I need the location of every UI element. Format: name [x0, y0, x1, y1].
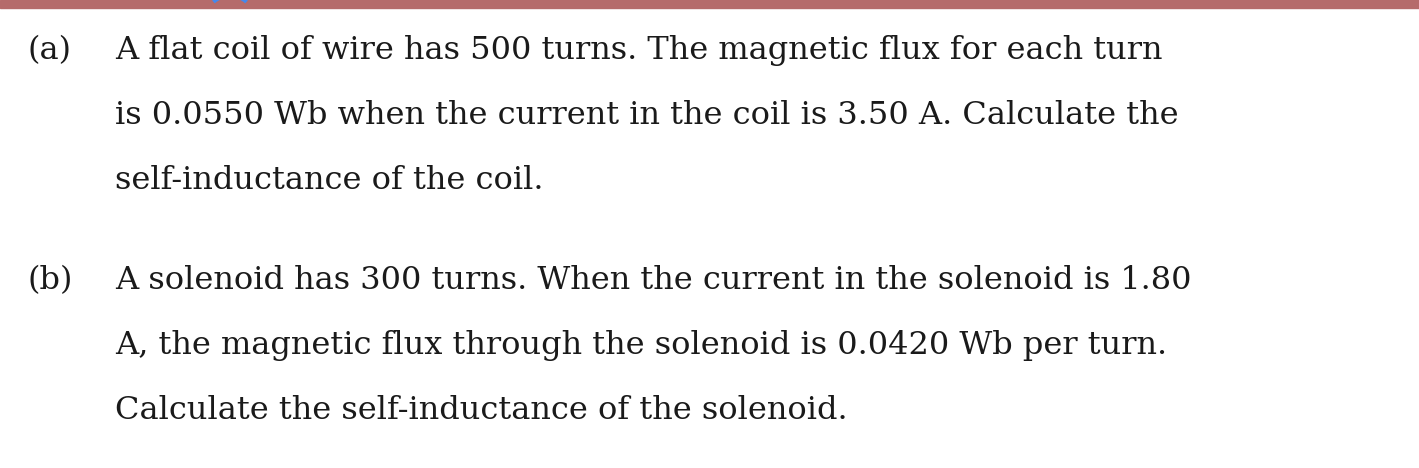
Text: self-inductance of the coil.: self-inductance of the coil. [115, 165, 543, 196]
Text: A flat coil of wire has 500 turns. The magnetic flux for each turn: A flat coil of wire has 500 turns. The m… [115, 35, 1162, 66]
Text: A, the magnetic flux through the solenoid is 0.0420 Wb per turn.: A, the magnetic flux through the solenoi… [115, 330, 1166, 361]
Bar [0, 0, 1419, 8]
Text: is 0.0550 Wb when the current in the coil is 3.50 A. Calculate the: is 0.0550 Wb when the current in the coi… [115, 100, 1179, 131]
Text: A solenoid has 300 turns. When the current in the solenoid is 1.80: A solenoid has 300 turns. When the curre… [115, 265, 1192, 296]
Text: Calculate the self-inductance of the solenoid.: Calculate the self-inductance of the sol… [115, 395, 847, 426]
Text: (a): (a) [28, 35, 72, 66]
Text: (b): (b) [28, 265, 74, 296]
